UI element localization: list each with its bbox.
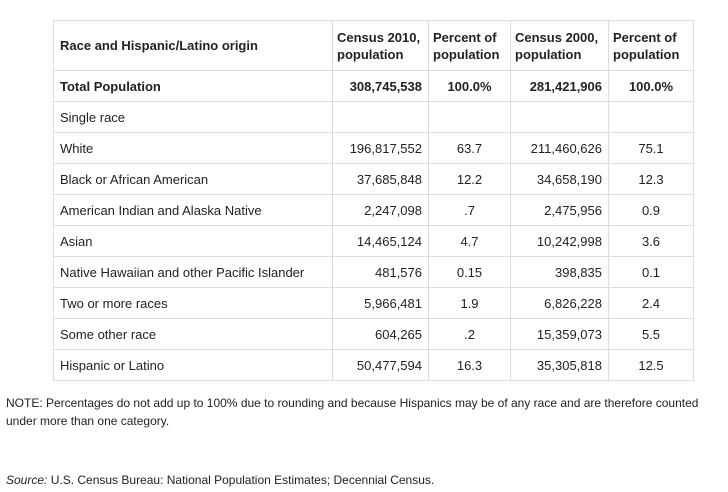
note: NOTE: Percentages do not add up to 100% … — [6, 396, 699, 428]
percent-2010-cell: 0.15 — [428, 256, 511, 288]
row-label: American Indian and Alaska Native — [53, 194, 333, 226]
percent-2010-cell: 1.9 — [428, 287, 511, 319]
census-2000-cell: 34,658,190 — [510, 163, 609, 195]
census-table: Race and Hispanic/Latino origin Census 2… — [53, 20, 694, 381]
percent-2010-cell — [428, 101, 511, 133]
percent-2010-cell: 4.7 — [428, 225, 511, 257]
row-label: Two or more races — [53, 287, 333, 319]
table-row: Total Population 308,745,538 100.0% 281,421… — [53, 70, 694, 102]
census-2010-cell: 37,685,848 — [332, 163, 429, 195]
row-label: Total Population — [53, 70, 333, 102]
census-2000-cell: 6,826,228 — [510, 287, 609, 319]
header-origin: Race and Hispanic/Latino origin — [53, 20, 333, 71]
table-row: Single race — [53, 101, 694, 133]
percent-2000-cell: 100.0% — [608, 70, 694, 102]
census-2010-cell: 5,966,481 — [332, 287, 429, 319]
header-percent-2000: Percent of population — [608, 20, 694, 71]
census-2000-cell: 10,242,998 — [510, 225, 609, 257]
percent-2000-cell: 0.1 — [608, 256, 694, 288]
table-row: Black or African American 37,685,848 12.2 3… — [53, 163, 694, 195]
header-census-2010: Census 2010, population — [332, 20, 429, 71]
percent-2000-cell: 12.3 — [608, 163, 694, 195]
census-2010-cell: 308,745,538 — [332, 70, 429, 102]
percent-2000-cell: 0.9 — [608, 194, 694, 226]
census-2000-cell: 15,359,073 — [510, 318, 609, 350]
table-row: American Indian and Alaska Native 2,247,0… — [53, 194, 694, 226]
percent-2010-cell: .2 — [428, 318, 511, 350]
row-label: Single race — [53, 101, 333, 133]
census-2010-cell: 2,247,098 — [332, 194, 429, 226]
census-2000-cell: 398,835 — [510, 256, 609, 288]
percent-2010-cell: .7 — [428, 194, 511, 226]
table-row: White 196,817,552 63.7 211,460,626 75.1 — [53, 132, 694, 164]
percent-2000-cell: 3.6 — [608, 225, 694, 257]
table-row: Native Hawaiian and other Pacific Island… — [53, 256, 694, 288]
census-2010-cell: 604,265 — [332, 318, 429, 350]
percent-2010-cell: 63.7 — [428, 132, 511, 164]
table-row: Asian 14,465,124 4.7 10,242,998 3.6 — [53, 225, 694, 257]
census-2000-cell: 35,305,818 — [510, 349, 609, 381]
census-2010-cell — [332, 101, 429, 133]
census-2000-cell — [510, 101, 609, 133]
header-percent-2010: Percent of population — [428, 20, 511, 71]
row-label: Hispanic or Latino — [53, 349, 333, 381]
table-row: Some other race 604,265.2 15,359,073 5.5 — [53, 318, 694, 350]
row-label: White — [53, 132, 333, 164]
census-2010-cell: 481,576 — [332, 256, 429, 288]
census-2010-cell: 50,477,594 — [332, 349, 429, 381]
percent-2000-cell — [608, 101, 694, 133]
table-row: Two or more races 5,966,481 1.9 6,826,228 2.… — [53, 287, 694, 319]
percent-2010-cell: 100.0% — [428, 70, 511, 102]
percent-2000-cell: 2.4 — [608, 287, 694, 319]
row-label: Black or African American — [53, 163, 333, 195]
source: Source: U.S. Census Bureau: National Pop… — [6, 473, 434, 487]
row-label: Asian — [53, 225, 333, 257]
percent-2010-cell: 12.2 — [428, 163, 511, 195]
source-text: U.S. Census Bureau: National Population … — [47, 473, 435, 487]
row-label: Some other race — [53, 318, 333, 350]
census-2000-cell: 281,421,906 — [510, 70, 609, 102]
source-label: Source: — [6, 473, 48, 487]
row-label: Native Hawaiian and other Pacific Island… — [53, 256, 333, 288]
percent-2000-cell: 75.1 — [608, 132, 694, 164]
census-2010-cell: 196,817,552 — [332, 132, 429, 164]
header-row: Race and Hispanic/Latino origin Census 2… — [53, 20, 694, 71]
census-2000-cell: 2,475,956 — [510, 194, 609, 226]
header-census-2000: Census 2000, population — [510, 20, 609, 71]
table-row: Hispanic or Latino 50,477,594 16.3 35,305,8… — [53, 349, 694, 381]
percent-2000-cell: 5.5 — [608, 318, 694, 350]
percent-2010-cell: 16.3 — [428, 349, 511, 381]
census-2000-cell: 211,460,626 — [510, 132, 609, 164]
census-2010-cell: 14,465,124 — [332, 225, 429, 257]
percent-2000-cell: 12.5 — [608, 349, 694, 381]
